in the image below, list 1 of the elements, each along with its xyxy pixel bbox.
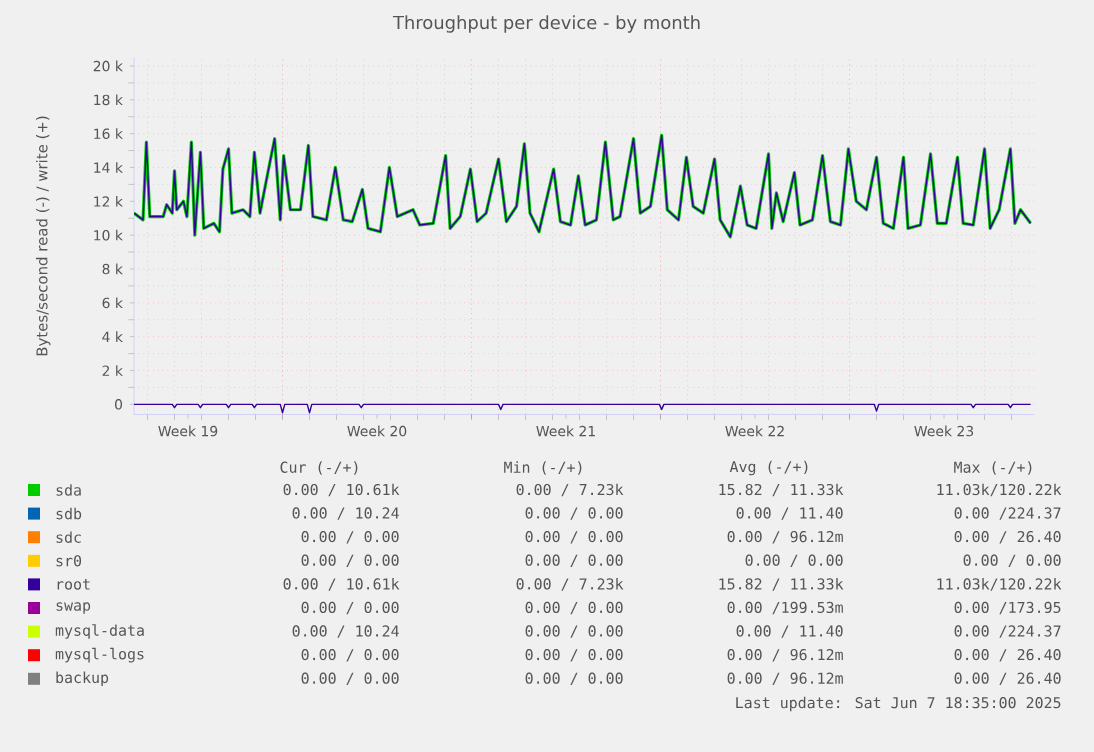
chart-title: Throughput per device - by month	[392, 15, 700, 33]
